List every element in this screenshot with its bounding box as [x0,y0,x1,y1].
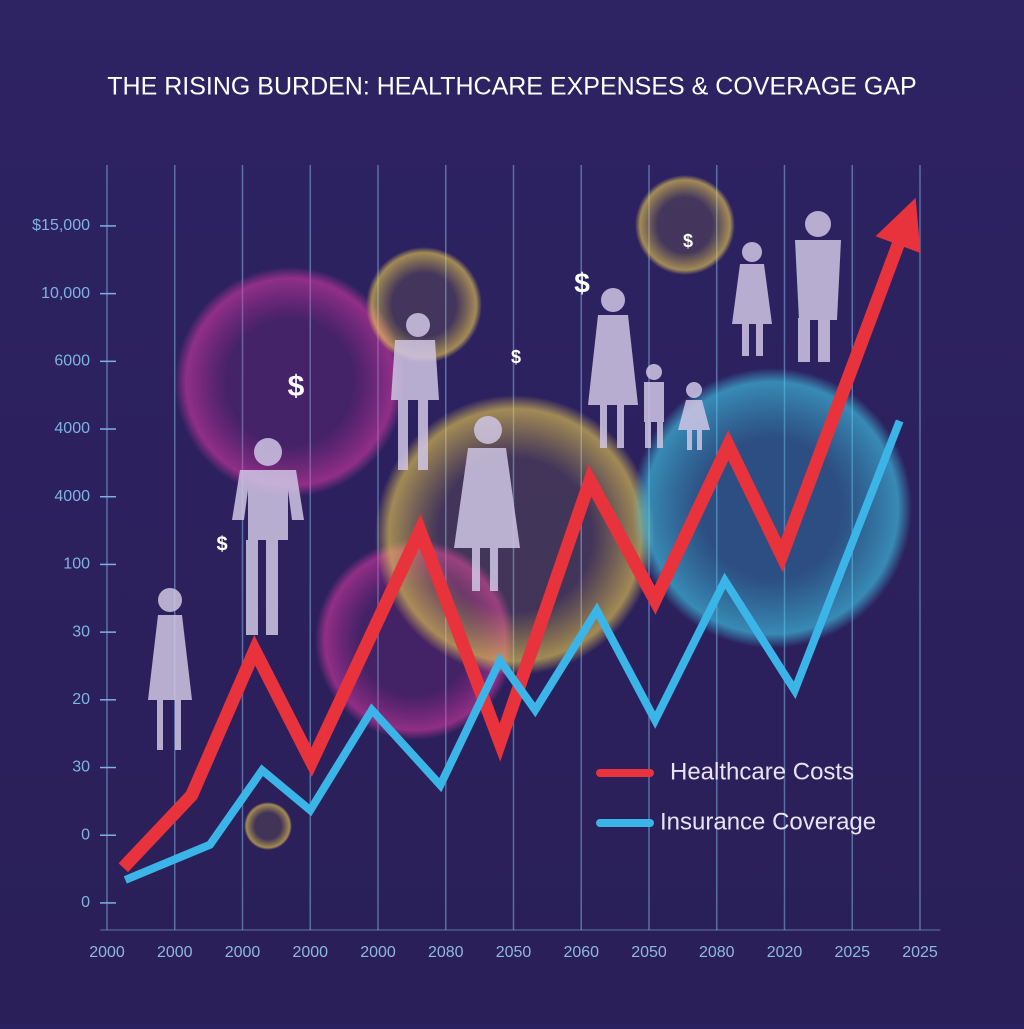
y-tick-label: 10,000 [41,285,90,302]
arrow-head [875,197,921,254]
y-tick-label: 30 [72,623,90,640]
x-tick-label: 2080 [428,944,464,961]
x-tick-label: 2025 [834,944,870,961]
y-tick-label: 4000 [54,488,90,505]
annotation: $ [574,267,590,298]
legend-label: Healthcare Costs [670,758,854,785]
decorations [148,175,912,850]
y-tick-label: 0 [81,894,90,911]
bubble [366,247,482,363]
bubble [244,802,292,850]
y-tick-label: $15,000 [32,217,90,234]
bubble [635,175,735,275]
annotation: $ [216,533,227,555]
x-tick-label: 2020 [767,944,803,961]
y-tick-label: 0 [81,826,90,843]
x-tick-label: 2080 [699,944,735,961]
x-tick-label: 2000 [157,944,193,961]
bubble [175,267,405,497]
x-tick-label: 2060 [563,944,599,961]
x-tick-label: 2000 [89,944,125,961]
x-tick-label: 2000 [225,944,261,961]
annotation: $ [288,370,305,403]
x-tick-label: 2000 [292,944,328,961]
x-tick-label: 2050 [631,944,667,961]
y-tick-label: 20 [72,691,90,708]
y-tick-label: 4000 [54,420,90,437]
y-tick-label: 6000 [54,353,90,370]
x-tick-label: 2050 [496,944,532,961]
x-tick-label: 2000 [360,944,396,961]
y-tick-label: 100 [63,556,90,573]
series-line [123,419,904,884]
y-tick-label: 30 [72,759,90,776]
chart-title: THE RISING BURDEN: HEALTHCARE EXPENSES &… [107,73,916,101]
annotation: $ [511,347,521,367]
x-tick-label: 2025 [902,944,938,961]
silhouettes [148,211,841,750]
legend-label: Insurance Coverage [660,808,876,835]
series-line [118,223,912,873]
annotation: $ [683,231,693,251]
